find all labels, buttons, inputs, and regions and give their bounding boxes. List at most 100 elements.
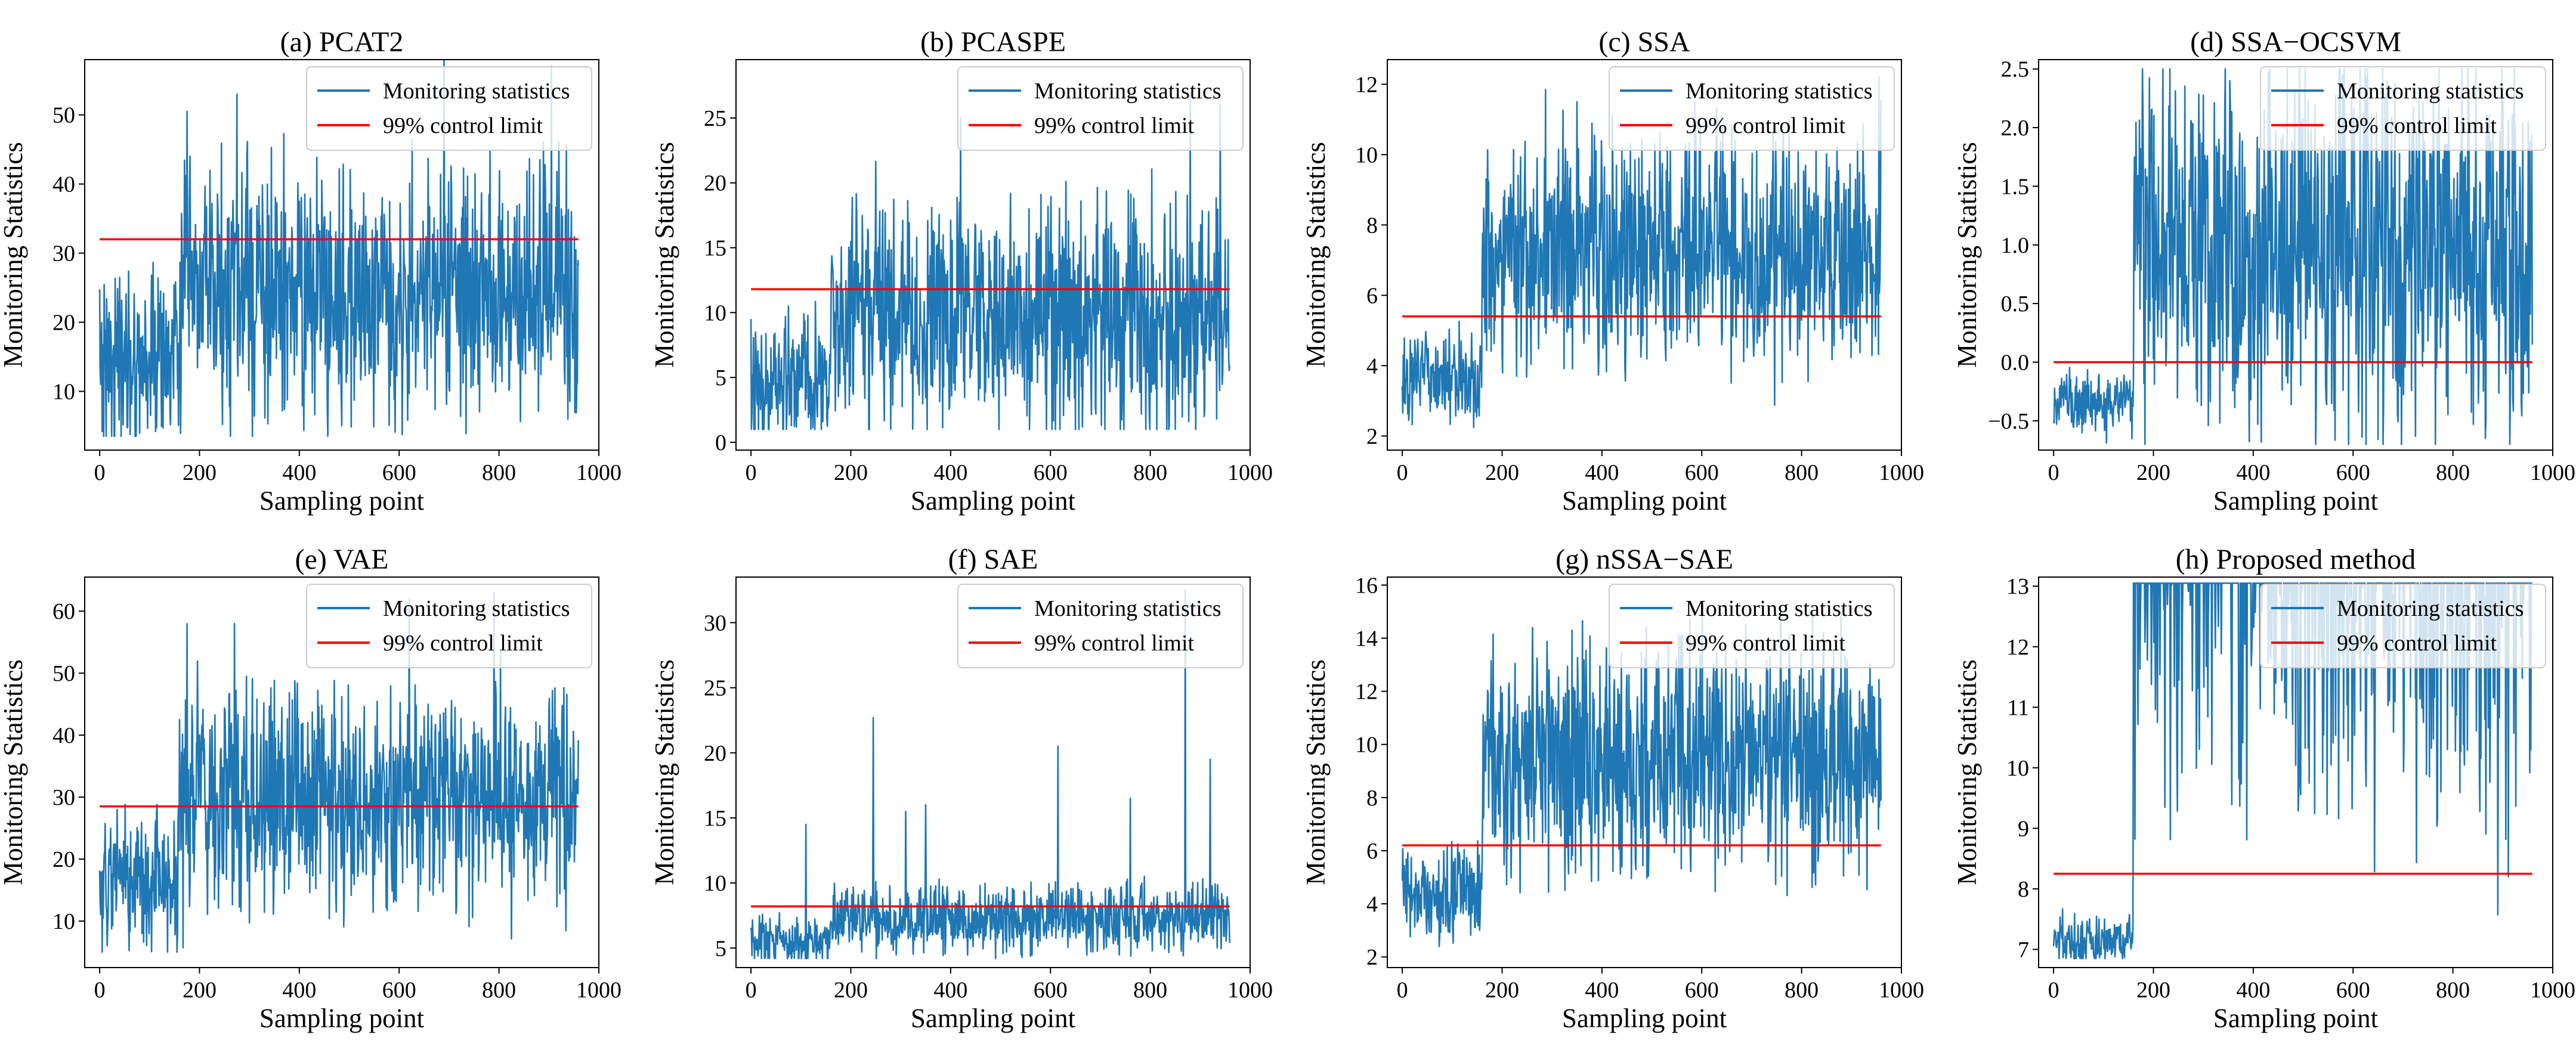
legend-label: Monitoring statistics [2337, 79, 2524, 104]
x-tick-label: 800 [1785, 978, 1819, 1003]
x-tick-label: 800 [2436, 460, 2470, 485]
y-tick-label: 2.5 [2001, 57, 2030, 82]
x-tick-label: 800 [2436, 978, 2470, 1003]
y-axis-label: Monitoring Statistics [0, 142, 28, 368]
series-monitoring-statistics [750, 91, 1230, 430]
y-tick-label: 8 [2018, 877, 2029, 902]
x-axis-label: Sampling point [1562, 486, 1727, 516]
legend-label: 99% control limit [2337, 113, 2497, 138]
x-tick-label: 200 [183, 460, 217, 485]
x-tick-label: 200 [1485, 460, 1519, 485]
y-tick-label: 6 [1366, 283, 1378, 308]
y-tick-label: 30 [52, 785, 75, 810]
x-tick-label: 0 [94, 460, 106, 485]
x-tick-label: 400 [282, 978, 316, 1003]
x-tick-label: 0 [746, 978, 757, 1003]
y-axis-label: Monitoring Statistics [650, 142, 679, 368]
legend: Monitoring statistics 99% control limit [2260, 584, 2546, 668]
legend-label: 99% control limit [1686, 631, 1846, 656]
y-tick-label: 10 [1355, 142, 1378, 168]
x-tick-label: 200 [834, 978, 868, 1003]
y-tick-label: 20 [704, 741, 726, 766]
plot-title: (e) VAE [295, 544, 389, 575]
legend-label: Monitoring statistics [383, 596, 570, 621]
y-tick-label: 5 [715, 936, 726, 961]
legend-label: Monitoring statistics [1034, 79, 1221, 104]
y-tick-label: 4 [1366, 354, 1378, 379]
series-monitoring-statistics [750, 589, 1230, 959]
legend-box [306, 584, 592, 668]
x-tick-label: 400 [933, 460, 967, 485]
x-tick-label: 1000 [1879, 978, 1924, 1003]
legend-box [2260, 584, 2546, 668]
legend: Monitoring statistics 99% control limit [957, 66, 1244, 151]
y-axis-label: Monitoring Statistics [1952, 142, 1982, 368]
y-tick-label: 20 [52, 311, 75, 336]
x-tick-label: 600 [1034, 460, 1068, 485]
series-monitoring-statistics [2052, 68, 2533, 445]
subplot-b: (b) PCASPE 0 200 400 600 800 1000 0 5 10 15 20 25 Sam… [650, 26, 1273, 516]
axes-frame [84, 576, 599, 968]
legend-label: Monitoring statistics [383, 79, 570, 104]
y-tick-label: 12 [1355, 72, 1378, 97]
plot-title: (c) SSA [1598, 26, 1690, 58]
x-tick-label: 0 [94, 978, 106, 1003]
x-tick-label: 0 [1397, 978, 1408, 1003]
x-tick-label: 800 [1785, 460, 1819, 485]
legend-label: 99% control limit [1686, 113, 1846, 138]
legend-box [1609, 584, 1895, 668]
y-tick-label: 40 [52, 723, 75, 748]
x-tick-label: 1000 [1879, 460, 1924, 485]
x-tick-label: 1000 [576, 460, 621, 485]
legend-label: Monitoring statistics [1034, 596, 1221, 621]
x-tick-label: 600 [1034, 978, 1068, 1003]
y-tick-label: 0.5 [2001, 292, 2030, 317]
x-axis-label: Sampling point [2213, 1003, 2379, 1033]
series-monitoring-statistics [1401, 610, 1882, 947]
x-tick-label: 1000 [1227, 978, 1273, 1003]
axes-frame [1387, 576, 1902, 968]
legend-label: 99% control limit [383, 631, 543, 656]
x-tick-label: 1000 [1227, 460, 1273, 485]
y-tick-label: 1.5 [2001, 174, 2030, 199]
legend-label: Monitoring statistics [1686, 596, 1873, 621]
x-tick-label: 200 [2136, 978, 2170, 1003]
y-tick-label: 10 [52, 909, 75, 934]
x-tick-label: 0 [746, 460, 757, 485]
y-tick-label: 10 [2006, 756, 2029, 781]
y-tick-label: 50 [52, 103, 75, 128]
x-tick-label: 400 [1585, 978, 1619, 1003]
y-tick-label: 40 [52, 172, 75, 197]
y-tick-label: 12 [1355, 680, 1378, 705]
x-tick-label: 200 [2136, 460, 2170, 485]
axes-frame [84, 59, 599, 451]
y-tick-label: 2 [1366, 424, 1378, 449]
y-axis-label: Monitoring Statistics [0, 659, 28, 885]
x-tick-label: 600 [2336, 978, 2370, 1003]
x-tick-label: 600 [1685, 978, 1719, 1003]
y-tick-label: 12 [2006, 635, 2029, 660]
legend-label: Monitoring statistics [1686, 79, 1873, 104]
y-tick-label: 2.0 [2001, 116, 2030, 141]
axes-frame [735, 576, 1251, 968]
y-axis-label: Monitoring Statistics [1952, 659, 1982, 885]
y-tick-label: 13 [2006, 574, 2029, 599]
subplot-f: (f) SAE 0 200 400 600 800 1000 5 10 15 20 25 30 Sampl… [650, 544, 1273, 1033]
y-tick-label: 10 [52, 379, 75, 404]
y-tick-label: 10 [1355, 733, 1378, 758]
y-tick-label: 8 [1366, 213, 1378, 238]
x-tick-label: 600 [382, 978, 416, 1003]
subplot-e: (e) VAE 0 200 400 600 800 1000 10 20 30 40 50 60 Samp… [0, 544, 621, 1033]
subplot-h: (h) Proposed method 0 200 400 600 800 1000 7 8 9 1… [1952, 544, 2575, 1033]
y-tick-label: 30 [704, 610, 726, 636]
x-tick-label: 600 [382, 460, 416, 485]
legend-label: 99% control limit [383, 113, 543, 138]
x-axis-label: Sampling point [259, 486, 425, 516]
x-axis-label: Sampling point [1562, 1003, 1727, 1033]
x-axis-label: Sampling point [2213, 486, 2379, 516]
plot-title: (b) PCASPE [920, 26, 1066, 58]
x-tick-label: 1000 [576, 978, 621, 1003]
y-tick-label: 60 [52, 599, 75, 624]
x-tick-label: 400 [1585, 460, 1619, 485]
x-tick-label: 800 [1133, 978, 1167, 1003]
